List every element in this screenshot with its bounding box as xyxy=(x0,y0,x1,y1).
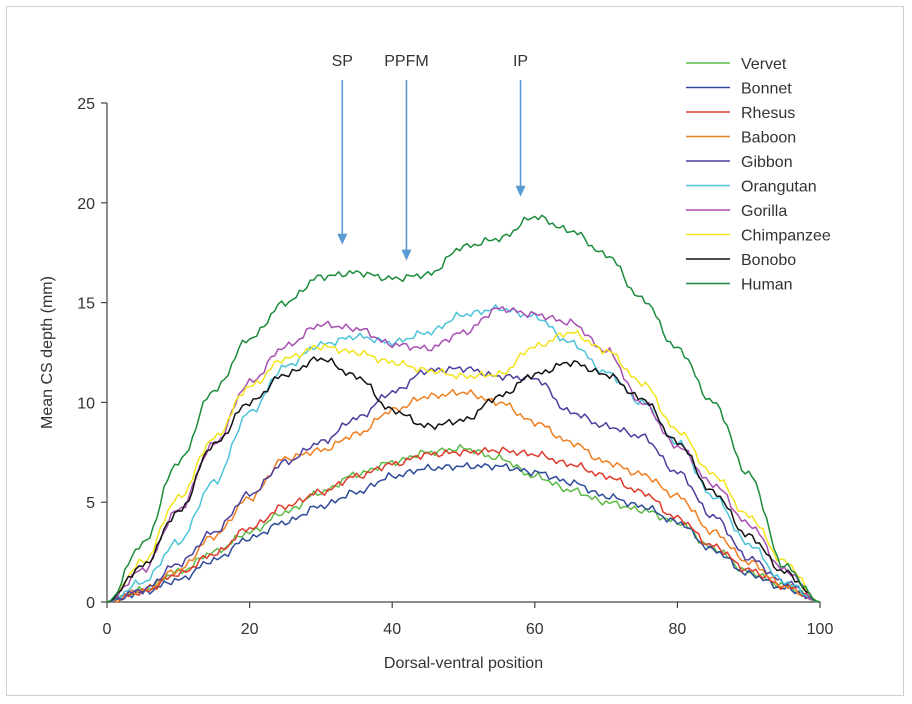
legend-label: Chimpanzee xyxy=(741,228,831,245)
x-axis-title: Dorsal-ventral position xyxy=(384,655,543,672)
legend-label: Bonnet xyxy=(741,81,792,98)
series-line-gibbon xyxy=(106,365,821,603)
annotation-label: SP xyxy=(332,53,353,70)
legend-label: Rhesus xyxy=(741,105,795,122)
series-line-vervet xyxy=(106,444,821,603)
legend-label: Orangutan xyxy=(741,179,817,196)
annotation-arrow-head xyxy=(401,249,412,261)
y-tick-label: 0 xyxy=(86,595,95,612)
y-tick-label: 10 xyxy=(77,395,95,412)
legend-label: Human xyxy=(741,277,793,294)
y-tick-label: 25 xyxy=(77,96,95,113)
x-tick-label: 40 xyxy=(383,621,401,638)
annotation-label: PPFM xyxy=(384,53,428,70)
annotation-label: IP xyxy=(513,53,528,70)
x-ticks: 0 20 40 60 80 100 xyxy=(103,602,834,638)
series-line-bonobo xyxy=(106,356,821,603)
legend-label: Gibbon xyxy=(741,154,793,171)
series-line-human xyxy=(106,214,821,603)
series-line-rhesus xyxy=(106,446,821,603)
x-tick-label: 0 xyxy=(103,621,112,638)
legend-label: Gorilla xyxy=(741,203,787,220)
y-tick-label: 20 xyxy=(77,196,95,213)
x-tick-label: 100 xyxy=(807,621,834,638)
chart-frame xyxy=(6,6,904,696)
axes: 0 5 10 15 20 25 0 20 40 60 80 100 xyxy=(77,96,833,638)
y-ticks: 0 5 10 15 20 25 xyxy=(77,96,107,612)
x-tick-label: 20 xyxy=(241,621,259,638)
legend-label: Baboon xyxy=(741,130,796,147)
legend-label: Vervet xyxy=(741,56,787,73)
legend-label: Bonobo xyxy=(741,252,796,269)
annotation-arrow-head xyxy=(515,185,526,197)
series-line-bonnet xyxy=(106,462,821,603)
series-layer xyxy=(106,214,821,603)
legend: Vervet Bonnet Rhesus Baboon Gibbon Orangutan G… xyxy=(686,56,831,294)
y-tick-label: 5 xyxy=(86,495,95,512)
annotations: SP PPFM IP xyxy=(332,53,528,261)
annotation-arrow-head xyxy=(337,233,348,245)
series-line-gorilla xyxy=(106,306,821,603)
series-line-chimpanzee xyxy=(106,329,821,603)
y-tick-label: 15 xyxy=(77,296,95,313)
y-axis-title: Mean CS depth (mm) xyxy=(39,276,56,429)
series-line-baboon xyxy=(106,388,821,603)
x-tick-label: 60 xyxy=(526,621,544,638)
x-tick-label: 80 xyxy=(669,621,687,638)
